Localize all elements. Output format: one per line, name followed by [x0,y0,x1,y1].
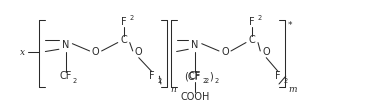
Text: n: n [171,85,176,94]
Text: *: * [288,21,292,30]
Text: ): ) [209,71,213,81]
Text: 2: 2 [257,15,262,21]
Text: CF: CF [59,71,72,81]
Text: C: C [249,35,255,45]
Text: COOH: COOH [180,92,210,102]
Text: O: O [262,47,270,57]
Text: C: C [120,35,127,45]
Text: O: O [135,47,142,57]
Text: O: O [221,47,229,57]
Text: (CF: (CF [184,71,200,81]
Text: N: N [62,40,69,50]
Text: x: x [20,48,25,57]
Text: 2: 2 [202,78,207,84]
Text: 2: 2 [129,15,134,21]
Text: F: F [249,17,255,27]
Text: F: F [149,71,154,81]
Text: m: m [289,85,297,94]
Text: 2: 2 [284,78,288,84]
Text: O: O [92,47,99,57]
Text: CF: CF [189,71,201,81]
Text: 2: 2 [73,78,77,84]
Text: 2: 2 [157,78,162,84]
Text: F: F [121,17,126,27]
Text: 2: 2 [205,78,209,84]
Text: F: F [275,71,281,81]
Text: 2: 2 [214,78,219,84]
Text: N: N [191,40,199,50]
